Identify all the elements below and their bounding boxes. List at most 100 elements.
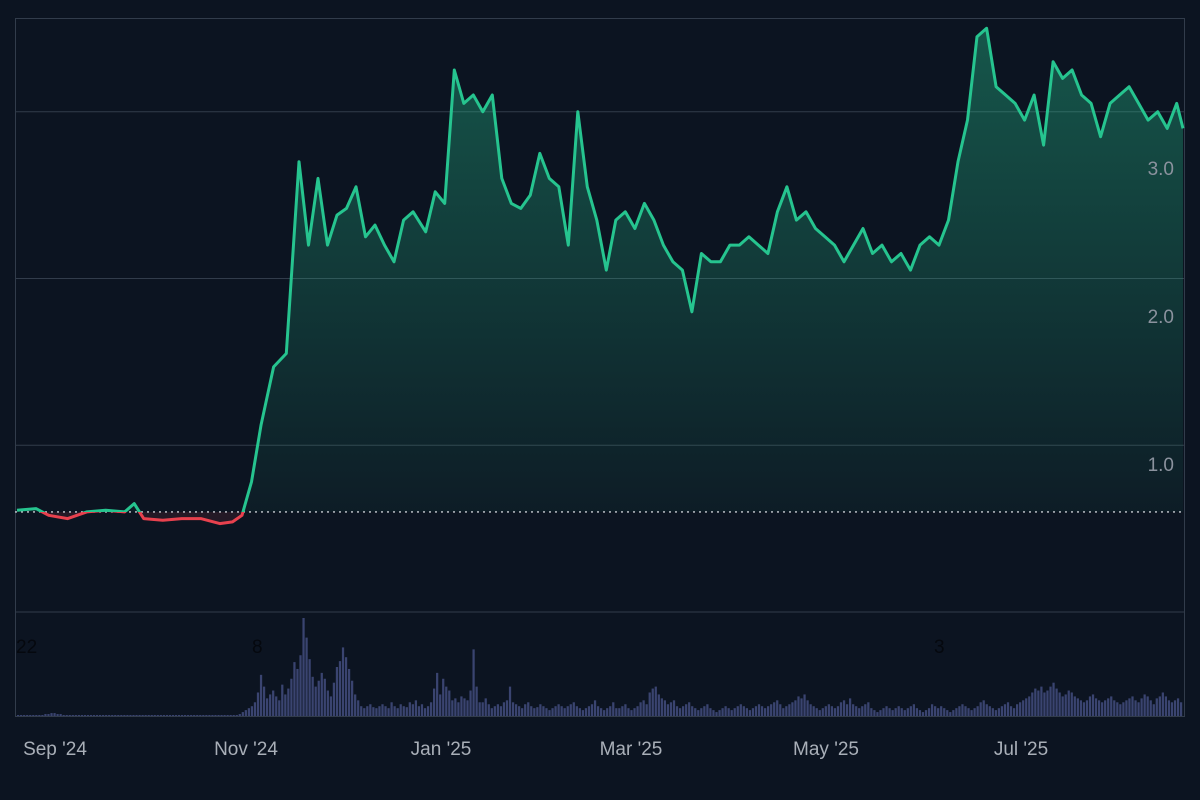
volume-bar xyxy=(487,704,490,716)
volume-bar xyxy=(794,700,797,716)
volume-bar xyxy=(675,706,679,716)
volume-bar xyxy=(961,704,964,716)
volume-bar xyxy=(958,706,961,716)
volume-bar xyxy=(827,704,830,716)
volume-bar xyxy=(1125,700,1128,716)
volume-bar xyxy=(715,712,718,716)
volume-bar xyxy=(56,714,59,716)
volume-bar xyxy=(930,704,934,716)
volume-bar xyxy=(706,704,709,716)
volume-bar xyxy=(138,715,141,716)
volume-bar xyxy=(493,706,496,716)
volume-bar xyxy=(973,708,976,716)
volume-bar xyxy=(697,710,700,716)
volume-bar xyxy=(1176,698,1180,716)
volume-bar xyxy=(1052,682,1055,716)
volume-bar xyxy=(1000,706,1004,716)
x-tick-label: Jan '25 xyxy=(411,739,472,760)
volume-bar xyxy=(903,710,906,716)
volume-bar xyxy=(59,714,62,716)
volume-bar xyxy=(281,684,284,716)
volume-bar xyxy=(253,702,257,716)
volume-bar xyxy=(472,649,475,716)
volume-bar xyxy=(390,702,393,716)
volume-bar xyxy=(86,715,90,716)
volume-bar xyxy=(982,700,985,716)
volume-bar xyxy=(824,706,827,716)
volume-bar xyxy=(135,715,138,716)
volume-bar xyxy=(943,708,946,716)
volume-bar xyxy=(858,708,861,716)
volume-bar xyxy=(964,706,967,716)
volume-bar xyxy=(187,715,190,716)
volume-bar xyxy=(1082,702,1086,716)
volume-bar xyxy=(821,708,824,716)
volume-bar xyxy=(232,715,235,716)
chart-frame xyxy=(15,18,1185,717)
volume-bar xyxy=(320,672,323,716)
event-marker-label: 3 xyxy=(934,637,945,658)
volume-bar xyxy=(757,704,761,716)
volume-bar xyxy=(20,715,23,716)
volume-bar xyxy=(1170,702,1174,716)
volume-bar xyxy=(329,696,332,716)
volume-bar xyxy=(1067,690,1070,716)
volume-bar xyxy=(95,715,99,716)
volume-bar xyxy=(651,688,654,716)
volume-bar xyxy=(612,702,615,716)
volume-bar xyxy=(782,708,785,716)
volume-bar xyxy=(1158,696,1161,716)
volume-bar xyxy=(344,657,348,716)
volume-bar xyxy=(341,647,345,716)
volume-bar xyxy=(1034,688,1037,716)
volume-bar xyxy=(842,700,846,716)
volume-bar xyxy=(770,704,773,716)
volume-bar xyxy=(132,715,135,716)
volume-bar xyxy=(26,715,29,716)
volume-bar xyxy=(469,690,472,716)
volume-bar xyxy=(1064,694,1067,716)
volume-bar xyxy=(672,700,676,716)
volume-bar xyxy=(615,708,618,716)
volume-bar xyxy=(284,694,287,716)
volume-bar xyxy=(129,715,132,716)
volume-bar xyxy=(700,708,703,716)
volume-bar xyxy=(946,710,949,716)
volume-bar xyxy=(229,715,232,716)
volume-bar xyxy=(50,713,53,716)
volume-bar xyxy=(68,715,71,716)
volume-bar xyxy=(554,706,557,716)
volume-bar xyxy=(165,715,169,716)
x-tick-label: Mar '25 xyxy=(600,739,663,760)
volume-bar xyxy=(360,706,363,716)
volume-bar xyxy=(247,708,251,716)
volume-bar xyxy=(375,708,378,716)
volume-bar xyxy=(967,708,970,716)
volume-bar xyxy=(290,678,293,716)
volume-bar xyxy=(839,702,843,716)
volume-bar xyxy=(1061,696,1064,716)
volume-bar xyxy=(217,715,220,716)
volume-bar xyxy=(533,708,536,716)
volume-bar xyxy=(193,715,196,716)
volume-bar xyxy=(745,708,748,716)
volume-bar xyxy=(1040,686,1043,716)
volume-bar xyxy=(627,708,630,716)
volume-bar xyxy=(739,704,742,716)
volume-bar xyxy=(779,704,782,716)
volume-bar xyxy=(226,715,229,716)
y-tick-label: 2.0 xyxy=(1148,307,1174,328)
volume-bar xyxy=(17,715,20,716)
volume-bar xyxy=(590,704,594,716)
volume-bar xyxy=(1155,698,1158,716)
volume-bar xyxy=(508,686,512,716)
volume-bar xyxy=(606,708,609,716)
volume-bar xyxy=(633,708,636,716)
volume-bar xyxy=(657,694,660,716)
y-axis-ticks: 1.0 2.0 3.0 xyxy=(1148,159,1174,476)
volume-bar xyxy=(305,637,308,716)
volume-bar xyxy=(372,707,375,716)
volume-bar xyxy=(1104,700,1107,716)
volume-bar xyxy=(681,706,685,716)
volume-bar xyxy=(144,715,147,716)
